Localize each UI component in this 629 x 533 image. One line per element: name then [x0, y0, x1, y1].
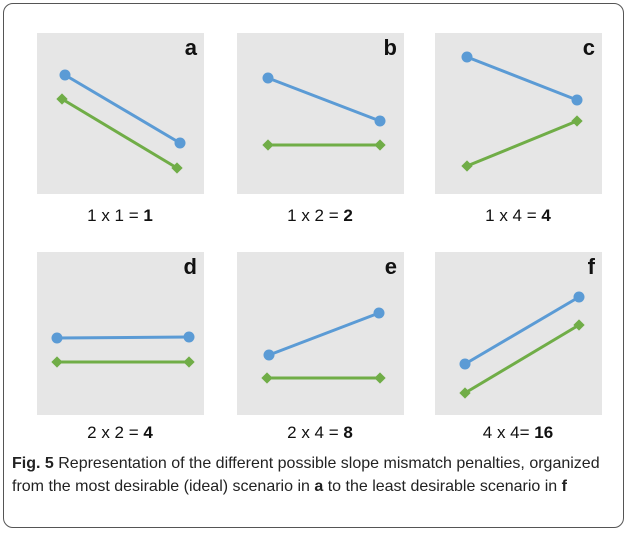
- panel-letter: e: [385, 254, 397, 279]
- text: a: [314, 478, 324, 495]
- text: 2 x 4 =: [287, 423, 339, 442]
- text: 4 x 4=: [483, 423, 530, 442]
- caption: Fig. 5 Representation of the different p…: [12, 452, 617, 498]
- text: 2: [343, 206, 352, 225]
- text: 1: [143, 206, 152, 225]
- text: 8: [343, 423, 352, 442]
- panel-letter: d: [184, 254, 197, 279]
- formula: 1 x 1 = 1: [87, 206, 153, 225]
- panel-letter: a: [185, 35, 198, 60]
- text: 1 x 1 =: [87, 206, 139, 225]
- text: f: [561, 478, 567, 495]
- panel: e 2 x 4 = 8: [237, 252, 404, 442]
- panel: f 4 x 4= 16: [435, 252, 602, 442]
- formula: 2 x 2 = 4: [87, 423, 153, 442]
- panel: b 1 x 2 = 2: [237, 33, 404, 225]
- text: 2 x 2 =: [87, 423, 139, 442]
- text: 1 x 4 =: [485, 206, 537, 225]
- panel-letter: f: [588, 254, 596, 279]
- panel: d 2 x 2 = 4: [37, 252, 204, 442]
- figure: a 1 x 1 = 1 b 1 x 2 = 2 c 1 x 4 = 4 d 2 …: [37, 33, 602, 442]
- text: Fig. 5: [12, 455, 54, 472]
- panel-letter: c: [583, 35, 595, 60]
- text: 1 x 2 =: [287, 206, 339, 225]
- formula: 1 x 4 = 4: [485, 206, 551, 225]
- text: to the least desirable scenario in: [327, 478, 558, 495]
- text: Representation of the different possible…: [12, 455, 600, 495]
- text: 4: [541, 206, 551, 225]
- panel: a 1 x 1 = 1: [37, 33, 204, 225]
- formula: 4 x 4= 16: [483, 423, 553, 442]
- formula: 1 x 2 = 2: [287, 206, 353, 225]
- panel-letter: b: [384, 35, 397, 60]
- figure-frame: [3, 3, 624, 528]
- formula: 2 x 4 = 8: [287, 423, 353, 442]
- panel: c 1 x 4 = 4: [435, 33, 602, 225]
- text: 16: [534, 423, 553, 442]
- text: 4: [143, 423, 153, 442]
